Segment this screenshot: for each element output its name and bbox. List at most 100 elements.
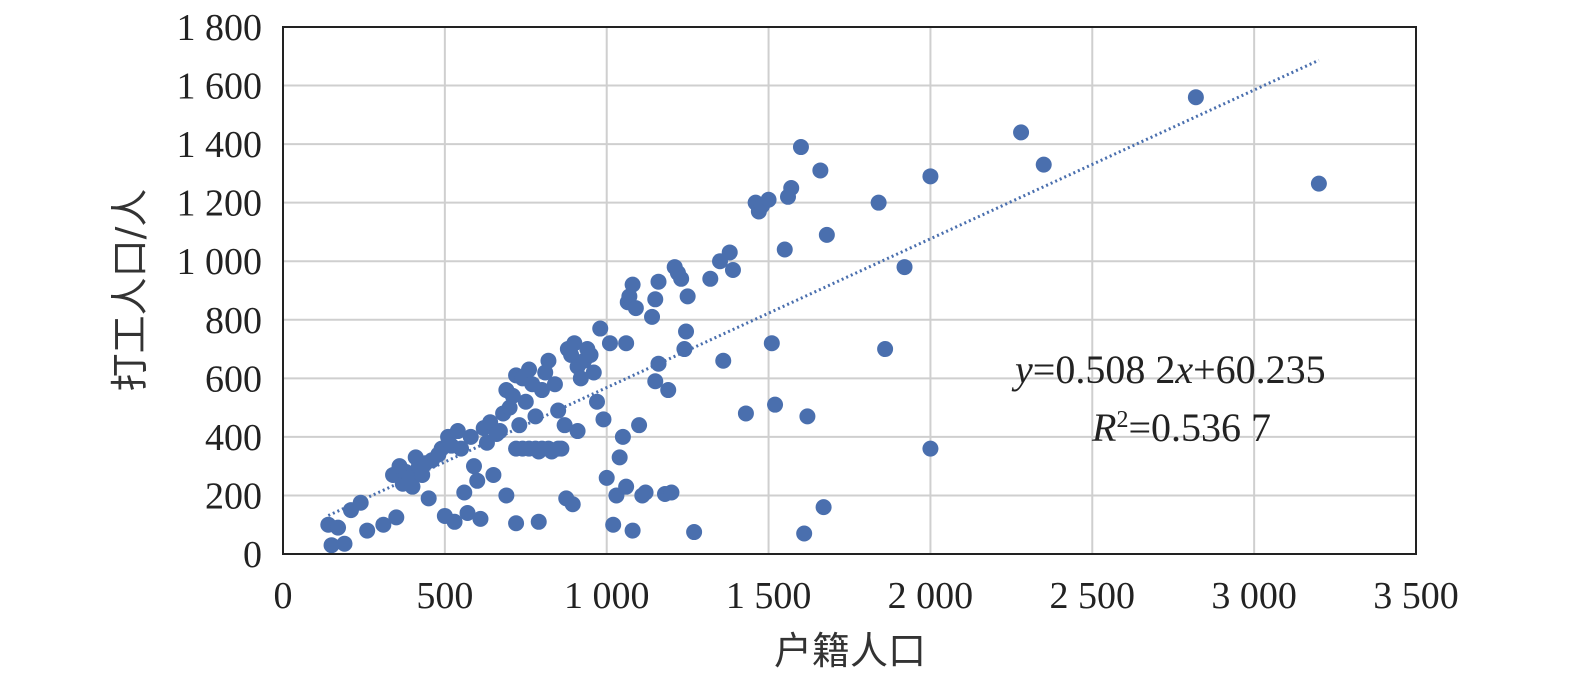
data-point bbox=[624, 276, 641, 293]
y-tick-label: 1 600 bbox=[177, 66, 263, 108]
data-point bbox=[485, 466, 502, 483]
x-tick-label: 3 000 bbox=[1211, 575, 1297, 617]
data-point bbox=[556, 417, 573, 434]
y-tick-label: 600 bbox=[205, 358, 262, 400]
data-point bbox=[673, 270, 690, 287]
data-point bbox=[449, 423, 466, 440]
data-point bbox=[676, 341, 693, 358]
data-point bbox=[679, 288, 696, 305]
data-point bbox=[595, 411, 612, 428]
data-point bbox=[1013, 124, 1030, 141]
y-tick-label: 1 800 bbox=[177, 7, 263, 49]
data-point bbox=[796, 525, 813, 542]
data-point bbox=[330, 519, 347, 536]
data-point bbox=[601, 335, 618, 352]
data-point bbox=[799, 408, 816, 425]
data-point bbox=[605, 516, 622, 533]
data-point bbox=[533, 382, 550, 399]
data-point bbox=[469, 472, 486, 489]
y-tick-label: 400 bbox=[205, 417, 262, 459]
data-point bbox=[582, 346, 599, 363]
y-tick-label: 1 200 bbox=[177, 183, 263, 225]
data-point bbox=[877, 341, 894, 358]
data-point bbox=[1035, 156, 1052, 173]
data-point bbox=[737, 405, 754, 422]
data-point bbox=[459, 505, 476, 522]
x-tick-label: 2 000 bbox=[888, 575, 974, 617]
y-tick-labels: 0 200 400 600 800 1 000 1 200 1 400 1 600 1 800 bbox=[177, 7, 263, 576]
r-squared-label: R2=0.536 7 bbox=[1091, 405, 1271, 450]
data-point bbox=[388, 509, 405, 526]
data-point bbox=[462, 428, 479, 445]
y-tick-label: 0 bbox=[243, 534, 262, 576]
data-point bbox=[572, 370, 589, 387]
data-point bbox=[721, 244, 738, 261]
data-point bbox=[453, 440, 470, 457]
data-point bbox=[678, 323, 695, 340]
data-point bbox=[508, 515, 525, 532]
data-point bbox=[715, 352, 732, 369]
data-point bbox=[1187, 89, 1204, 106]
data-point bbox=[375, 516, 392, 533]
data-point bbox=[922, 440, 939, 457]
data-point bbox=[647, 373, 664, 390]
data-point bbox=[517, 393, 534, 410]
x-tick-label: 1 000 bbox=[564, 575, 650, 617]
data-point bbox=[589, 393, 606, 410]
y-tick-label: 1 400 bbox=[177, 124, 263, 166]
data-point bbox=[592, 320, 609, 337]
data-point bbox=[650, 273, 667, 290]
data-point bbox=[420, 490, 437, 507]
data-point bbox=[504, 387, 521, 404]
y-axis-label: 打工人口/人 bbox=[108, 189, 152, 392]
x-tick-label: 0 bbox=[274, 575, 293, 617]
data-point bbox=[446, 513, 463, 530]
data-point bbox=[702, 270, 719, 287]
data-point bbox=[812, 162, 829, 179]
data-point bbox=[465, 458, 482, 475]
data-point bbox=[598, 469, 615, 486]
data-point bbox=[511, 417, 528, 434]
data-point bbox=[783, 180, 800, 197]
x-tick-label: 2 500 bbox=[1050, 575, 1136, 617]
x-tick-label: 500 bbox=[416, 575, 473, 617]
data-point bbox=[566, 335, 583, 352]
data-point bbox=[359, 522, 376, 539]
data-point bbox=[870, 194, 887, 211]
y-tick-label: 800 bbox=[205, 300, 262, 342]
regression-equation: y=0.508 2x+60.235 bbox=[1011, 347, 1326, 392]
y-tick-label: 200 bbox=[205, 475, 262, 517]
data-point bbox=[530, 513, 547, 530]
data-point bbox=[624, 522, 641, 539]
x-tick-label: 3 500 bbox=[1373, 575, 1459, 617]
data-point bbox=[491, 423, 508, 440]
data-point bbox=[660, 382, 677, 399]
data-point bbox=[618, 478, 635, 495]
data-point bbox=[540, 352, 557, 369]
data-point bbox=[569, 423, 586, 440]
data-point bbox=[585, 364, 602, 381]
x-tick-labels: 0 500 1 000 1 500 2 000 2 500 3 000 3 500 bbox=[274, 575, 1459, 617]
data-point bbox=[404, 478, 421, 495]
data-point bbox=[472, 510, 489, 527]
data-point bbox=[637, 484, 654, 501]
data-point bbox=[614, 428, 631, 445]
data-point bbox=[521, 361, 538, 378]
data-point bbox=[896, 259, 913, 276]
data-point bbox=[564, 496, 581, 513]
data-point bbox=[767, 396, 784, 413]
data-point bbox=[650, 355, 667, 372]
data-point bbox=[647, 291, 664, 308]
data-point bbox=[776, 241, 793, 258]
data-point bbox=[686, 524, 703, 541]
data-point bbox=[527, 408, 544, 425]
data-point bbox=[611, 449, 628, 466]
data-point bbox=[644, 308, 661, 325]
data-point bbox=[763, 335, 780, 352]
data-point bbox=[323, 537, 340, 554]
data-point bbox=[760, 191, 777, 208]
data-point bbox=[546, 376, 563, 393]
data-point bbox=[550, 440, 567, 457]
